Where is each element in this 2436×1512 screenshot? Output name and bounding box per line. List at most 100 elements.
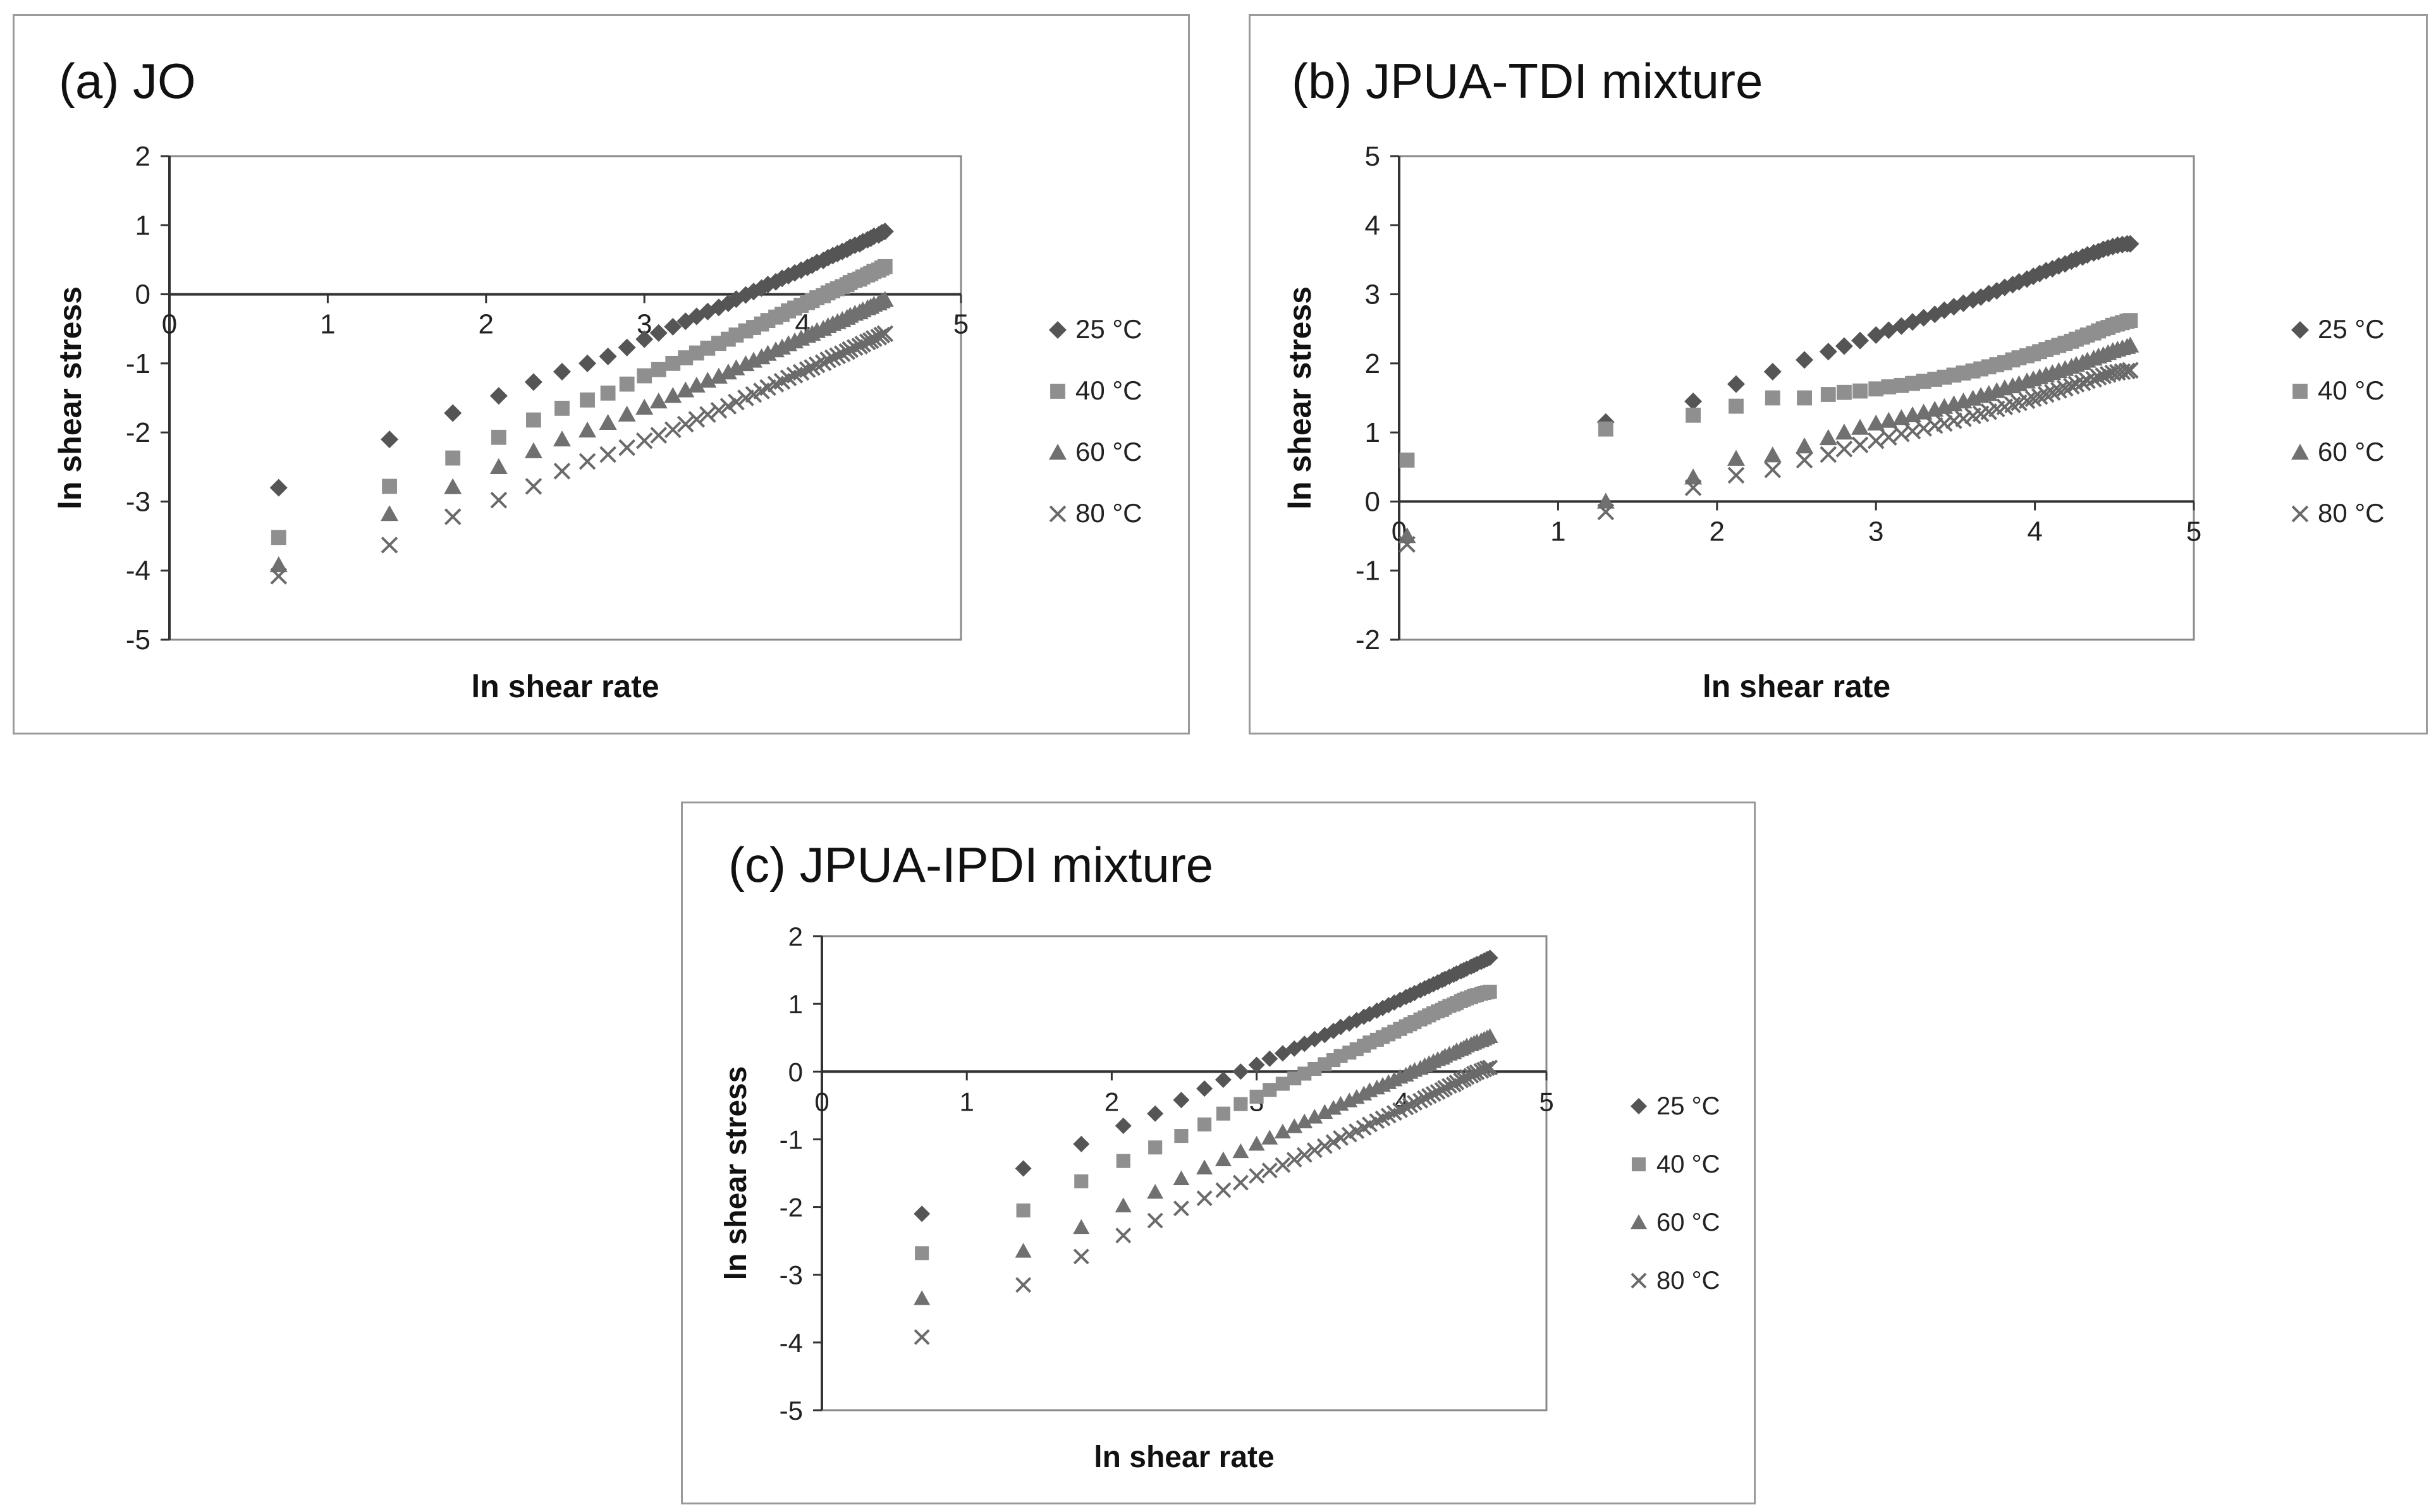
x-tick-label: 5 xyxy=(953,309,969,340)
data-point xyxy=(1880,412,1898,428)
data-point xyxy=(1598,421,1613,437)
data-point xyxy=(1233,1097,1248,1111)
data-point xyxy=(1115,1118,1132,1134)
data-point xyxy=(618,439,635,456)
legend-label: 60 °C xyxy=(1656,1209,1720,1236)
data-point xyxy=(1174,1129,1189,1143)
y-tick-label: 1 xyxy=(788,989,803,1019)
data-point xyxy=(1261,1050,1278,1067)
data-point xyxy=(1868,381,1884,397)
data-point xyxy=(1015,1160,1032,1177)
data-point xyxy=(489,458,508,474)
data-point xyxy=(1286,1118,1303,1133)
data-point xyxy=(842,341,859,358)
data-point xyxy=(1797,390,1812,406)
data-point xyxy=(1196,1159,1213,1174)
y-tick-label: 2 xyxy=(788,922,803,951)
data-point xyxy=(553,463,571,480)
data-point xyxy=(1196,1080,1213,1097)
x-tick-label: 2 xyxy=(1105,1087,1119,1116)
data-point xyxy=(650,427,668,444)
legend-marker xyxy=(2292,384,2308,399)
data-point xyxy=(1261,1162,1278,1179)
data-point xyxy=(578,421,597,438)
data-point xyxy=(1796,351,1814,369)
data-point xyxy=(599,446,616,463)
data-point xyxy=(664,387,682,403)
data-point xyxy=(490,491,508,509)
data-point xyxy=(1296,1147,1313,1163)
data-point xyxy=(635,330,654,348)
legend-label: 40 °C xyxy=(2318,375,2385,405)
y-tick-label: -5 xyxy=(780,1396,803,1425)
series-80c xyxy=(1399,362,2139,553)
data-point xyxy=(553,430,571,447)
y-tick-label: 4 xyxy=(1365,210,1380,241)
data-point xyxy=(1073,1219,1090,1235)
legend-marker xyxy=(1049,444,1067,460)
data-point xyxy=(728,393,745,411)
data-point xyxy=(526,412,541,428)
legend-marker xyxy=(2291,321,2309,339)
legend-label: 25 °C xyxy=(2318,314,2385,344)
data-point xyxy=(876,223,894,241)
data-point xyxy=(1851,331,1870,350)
data-point xyxy=(915,1246,929,1260)
data-point xyxy=(553,362,571,381)
data-point xyxy=(1684,392,1703,410)
data-point xyxy=(1073,1135,1090,1152)
x-tick-label: 2 xyxy=(1710,516,1725,547)
data-point xyxy=(1893,425,1910,442)
data-point xyxy=(1399,452,1415,468)
data-point xyxy=(1398,1099,1414,1116)
x-axis-label: ln shear rate xyxy=(1094,1441,1274,1474)
data-point xyxy=(819,351,836,369)
data-point xyxy=(600,385,616,401)
series-40c xyxy=(915,984,1497,1260)
data-point xyxy=(1988,282,2006,300)
data-point xyxy=(269,479,288,497)
data-point xyxy=(1399,535,1416,553)
data-point xyxy=(1332,1018,1349,1035)
data-point xyxy=(1852,383,1868,399)
data-point xyxy=(2079,372,2096,389)
y-axis-label: ln shear stress xyxy=(719,1066,753,1281)
data-point xyxy=(1263,1083,1277,1097)
data-point xyxy=(1851,436,1869,454)
x-tick-label: 5 xyxy=(2186,516,2201,547)
data-point xyxy=(649,392,668,409)
data-point xyxy=(1341,1015,1358,1032)
data-point xyxy=(1148,1140,1163,1155)
data-point xyxy=(1296,1035,1313,1052)
data-point xyxy=(1316,1104,1333,1119)
data-point xyxy=(381,430,399,449)
series-25c xyxy=(914,949,1498,1222)
chart-panel-c: (c) JPUA-IPDI mixture 012345210-1-2-3-4-… xyxy=(681,802,1756,1504)
data-point xyxy=(1274,1123,1291,1139)
y-tick-label: -2 xyxy=(126,417,150,448)
legend-label: 40 °C xyxy=(1656,1150,1720,1178)
data-point xyxy=(1425,1086,1441,1102)
data-point xyxy=(618,338,636,357)
y-tick-label: -1 xyxy=(126,348,150,379)
data-point xyxy=(719,398,737,415)
data-point xyxy=(619,376,635,392)
data-point xyxy=(599,413,617,430)
legend-marker xyxy=(1631,1272,1647,1289)
legend-marker xyxy=(1049,505,1067,523)
data-point xyxy=(710,401,728,419)
legend-label: 80 °C xyxy=(1075,498,1142,528)
data-point xyxy=(877,259,893,274)
data-point xyxy=(1835,424,1853,440)
data-point xyxy=(1914,308,1933,327)
y-tick-label: 0 xyxy=(1365,486,1380,517)
legend-label: 25 °C xyxy=(1075,314,1142,344)
y-tick-label: -4 xyxy=(780,1328,803,1358)
data-point xyxy=(1765,390,1780,406)
data-point xyxy=(637,368,652,384)
data-point xyxy=(1115,1228,1132,1244)
data-point xyxy=(1215,1151,1232,1166)
data-point xyxy=(649,324,668,342)
series-40c xyxy=(271,259,893,546)
